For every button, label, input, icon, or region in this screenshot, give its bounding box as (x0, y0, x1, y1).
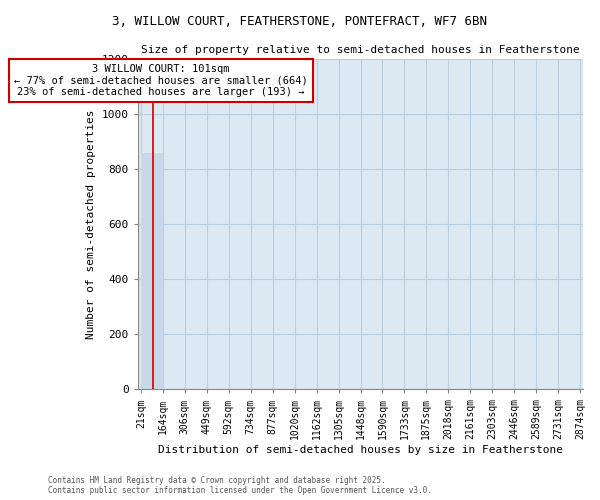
Title: Size of property relative to semi-detached houses in Featherstone: Size of property relative to semi-detach… (141, 45, 580, 55)
Bar (141, 153, 163, 390)
Y-axis label: Number of semi-detached properties: Number of semi-detached properties (86, 109, 96, 338)
X-axis label: Distribution of semi-detached houses by size in Featherstone: Distribution of semi-detached houses by … (158, 445, 563, 455)
Text: Contains HM Land Registry data © Crown copyright and database right 2025.
Contai: Contains HM Land Registry data © Crown c… (48, 476, 432, 495)
Text: 3, WILLOW COURT, FEATHERSTONE, PONTEFRACT, WF7 6BN: 3, WILLOW COURT, FEATHERSTONE, PONTEFRAC… (113, 15, 487, 28)
Text: 3 WILLOW COURT: 101sqm
← 77% of semi-detached houses are smaller (664)
23% of se: 3 WILLOW COURT: 101sqm ← 77% of semi-det… (14, 64, 308, 98)
